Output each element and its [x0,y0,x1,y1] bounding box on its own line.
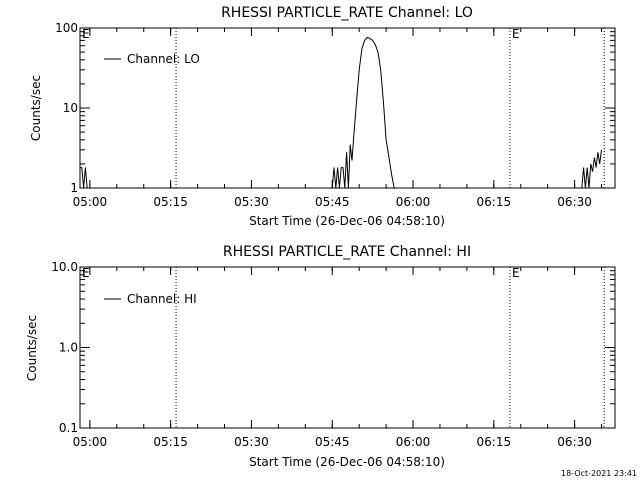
x-tick-label-hi: 05:00 [73,435,108,449]
x-tick-label-hi: 05:45 [315,435,350,449]
event-marker-label-hi: E [512,266,520,280]
event-marker-label-hi: E [82,266,90,280]
x-tick-label-lo: 05:30 [234,195,269,209]
y-tick-label-lo: 100 [55,21,78,35]
event-marker-label-lo: E [82,27,90,41]
x-tick-label-lo: 06:15 [477,195,512,209]
x-tick-label-lo: 06:00 [396,195,431,209]
y-tick-label-lo: 10 [63,101,78,115]
y-tick-label-hi: 0.1 [59,421,78,435]
panel-lo: RHESSI PARTICLE_RATE Channel: LO 05:00 05… [29,5,616,228]
series-line-lo [80,36,602,189]
x-tick-label-lo: 05:00 [73,195,108,209]
x-tick-label-hi: 06:30 [557,435,592,449]
x-tick-label-lo: 06:30 [557,195,592,209]
y-tick-label-lo: 1 [70,181,78,195]
x-tick-label-hi: 06:15 [477,435,512,449]
legend-label-hi: Channel: HI [127,292,197,306]
x-axis-label-hi: Start Time (26-Dec-06 04:58:10) [249,455,445,469]
x-tick-label-lo: 05:45 [315,195,350,209]
x-tick-label-hi: 05:15 [153,435,188,449]
chart-title-lo: RHESSI PARTICLE_RATE Channel: LO [221,5,473,21]
x-tick-label-lo: 05:15 [153,195,188,209]
panel-hi: RHESSI PARTICLE_RATE Channel: HI 05:00 05… [25,244,616,469]
y-tick-label-hi: 10.0 [51,260,78,274]
event-marker-label-lo: E [512,27,520,41]
x-tick-label-hi: 05:30 [234,435,269,449]
y-tick-label-hi: 1.0 [59,341,78,355]
legend-label-lo: Channel: LO [127,52,200,66]
chart-title-hi: RHESSI PARTICLE_RATE Channel: HI [223,244,471,260]
footer-timestamp: 18-Oct-2021 23:41 [561,469,637,478]
y-axis-label-hi: Counts/sec [25,315,39,381]
x-tick-label-hi: 06:00 [396,435,431,449]
x-axis-label-lo: Start Time (26-Dec-06 04:58:10) [249,214,445,228]
y-axis-label-lo: Counts/sec [29,75,43,141]
